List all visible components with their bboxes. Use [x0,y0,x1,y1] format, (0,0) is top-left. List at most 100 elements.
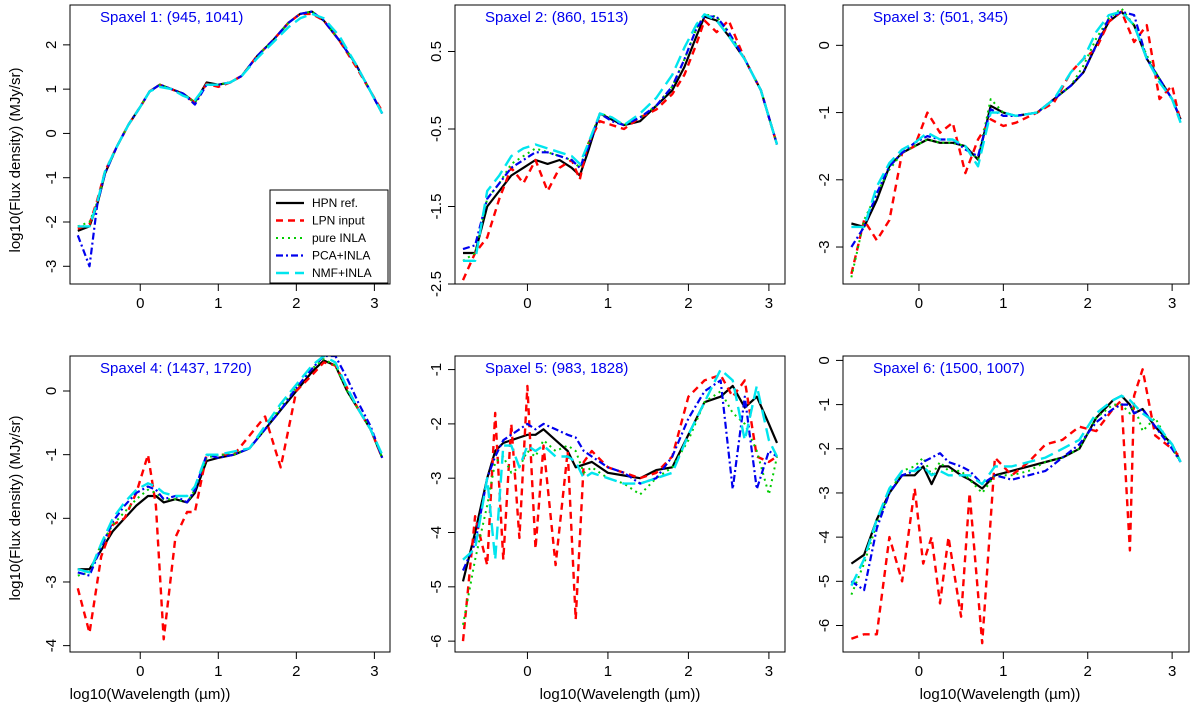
series-line-hpn-ref- [77,359,384,571]
series-line-pca-inla [850,403,1182,592]
panels-layer: 0 1 2 3 -3 -2 -1 0 1 2 Spaxel 1: (945, 1041) 0 1 2 3 -2… [43,4,1190,680]
plot-frame [842,355,1190,653]
legend-label-pure: pure INLA [312,231,366,245]
x-axis-title-1: log10(Wavelength (µm)) [70,686,231,703]
series-line-pure-inla [850,403,1182,595]
x-tick-label: 0 [915,295,923,312]
x-tick-label: 1 [999,295,1007,312]
x-tick-label: 0 [523,663,531,680]
panel-3: 0 1 2 3 -3 -2 -1 0 Spaxel 3: (501, 345) [816,4,1190,312]
y-tick-label: -3 [816,240,833,253]
series-line-pca-inla [462,15,779,251]
y-tick-label: -1.5 [428,194,445,220]
series-line-nmf-inla [77,12,384,228]
legend-label-hpn: HPN ref. [312,196,358,210]
series-line-pure-inla [77,358,384,577]
y-tick-label: -1 [816,106,833,119]
y-tick-label: -6 [428,634,445,647]
series-line-lpn-input [76,361,384,641]
panel-title: Spaxel 3: (501, 345) [873,9,1008,26]
y-tick-label: -0.5 [428,116,445,142]
plot-frame [454,355,786,653]
y-tick-label: -3 [43,575,60,588]
x-tick-label: 2 [684,295,692,312]
plot-frame [842,4,1190,285]
panel-5: 0 1 2 3 -6 -5 -4 -3 -2 -1 Spaxel 5: (983, 1828) [428,355,786,680]
legend-box [269,189,389,284]
y-tick-label: 2 [43,41,60,49]
plot-frame [454,4,786,285]
y-tick-label: -2 [816,173,833,186]
series-line-nmf-inla [463,13,779,262]
x-tick-label: 2 [292,295,300,312]
x-tick-label: 1 [214,663,222,680]
series-line-lpn-input [461,19,779,281]
x-tick-label: 1 [604,295,612,312]
y-tick-label: -2 [43,512,60,525]
series-line-nmf-inla [77,356,384,574]
series-line-lpn-input [850,10,1182,275]
legend-label-nmf: NMF+INLA [312,266,372,280]
y-tick-label: 0 [816,41,833,49]
series-line-pca-inla [461,379,778,571]
series-line-pure-inla [462,390,778,625]
y-tick-label: -1 [816,398,833,411]
series-line-nmf-inla [851,10,1182,229]
legend-label-lpn: LPN input [312,214,365,228]
series-line-nmf-inla [462,368,779,561]
x-tick-label: 3 [1168,663,1176,680]
x-tick-label: 0 [136,663,144,680]
panel-1: 0 1 2 3 -3 -2 -1 0 1 2 Spaxel 1: (945, 1041) [43,4,391,312]
panel-2: 0 1 2 3 -2.5 -1.5 -0.5 0.5 Spaxel 2: (860, 1513) [428,4,786,312]
y-tick-label: -3 [43,260,60,273]
legend-label-pca: PCA+INLA [312,249,370,263]
x-tick-label: 2 [684,663,692,680]
y-tick-label: -2 [43,215,60,228]
series-line-pca-inla [77,356,384,577]
x-tick-label: 3 [765,663,773,680]
y-axis-title-bottom: log10(Flux density) (MJy/sr) [7,415,24,600]
x-tick-label: 2 [292,663,300,680]
panel-title: Spaxel 5: (983, 1828) [485,360,628,377]
panel-title: Spaxel 4: (1437, 1720) [100,360,252,377]
series-line-pca-inla [850,10,1182,248]
x-tick-label: 2 [1084,663,1092,680]
legend: HPN ref. LPN input pure INLA PCA+INLA NMF+IN… [269,189,389,284]
y-tick-label: -4 [428,526,445,539]
y-tick-label: -1 [43,448,60,461]
y-tick-label: -2.5 [428,271,445,297]
series-line-hpn-ref- [461,384,779,582]
x-tick-label: 0 [136,295,144,312]
y-tick-label: 0 [43,387,60,395]
y-tick-label: 0.5 [428,41,445,62]
series-line-pure-inla [462,13,778,262]
x-tick-label: 1 [999,663,1007,680]
x-tick-label: 3 [765,295,773,312]
x-tick-label: 1 [214,295,222,312]
panel-title: Spaxel 1: (945, 1041) [100,9,243,26]
x-tick-label: 2 [1084,295,1092,312]
x-tick-label: 0 [523,295,531,312]
panel-4: 0 1 2 3 -4 -3 -2 -1 0 Spaxel 4: (1437, 1720) [43,355,391,680]
y-tick-label: -5 [816,575,833,588]
y-tick-label: 0 [816,356,833,364]
x-tick-label: 0 [915,663,923,680]
x-tick-label: 3 [1168,295,1176,312]
y-tick-label: -1 [428,363,445,376]
series-line-lpn-input [461,373,778,642]
series-line-hpn-ref- [851,10,1182,228]
x-axis-title-3: log10(Wavelength (µm)) [920,686,1081,703]
panel-6: 0 1 2 3 -6 -5 -4 -3 -2 -1 0 Spaxel 6: (1500, 1007) [816,355,1190,680]
series-line-pure-inla [850,7,1182,278]
y-tick-label: -3 [816,486,833,499]
y-tick-label: -3 [428,472,445,485]
y-tick-label: -4 [816,530,833,543]
y-tick-label: 1 [43,85,60,93]
y-tick-label: -1 [43,171,60,184]
plot-frame [69,4,391,285]
y-tick-label: -2 [816,442,833,455]
y-tick-label: -4 [43,639,60,652]
x-tick-label: 3 [370,295,378,312]
y-tick-label: 0 [43,129,60,137]
